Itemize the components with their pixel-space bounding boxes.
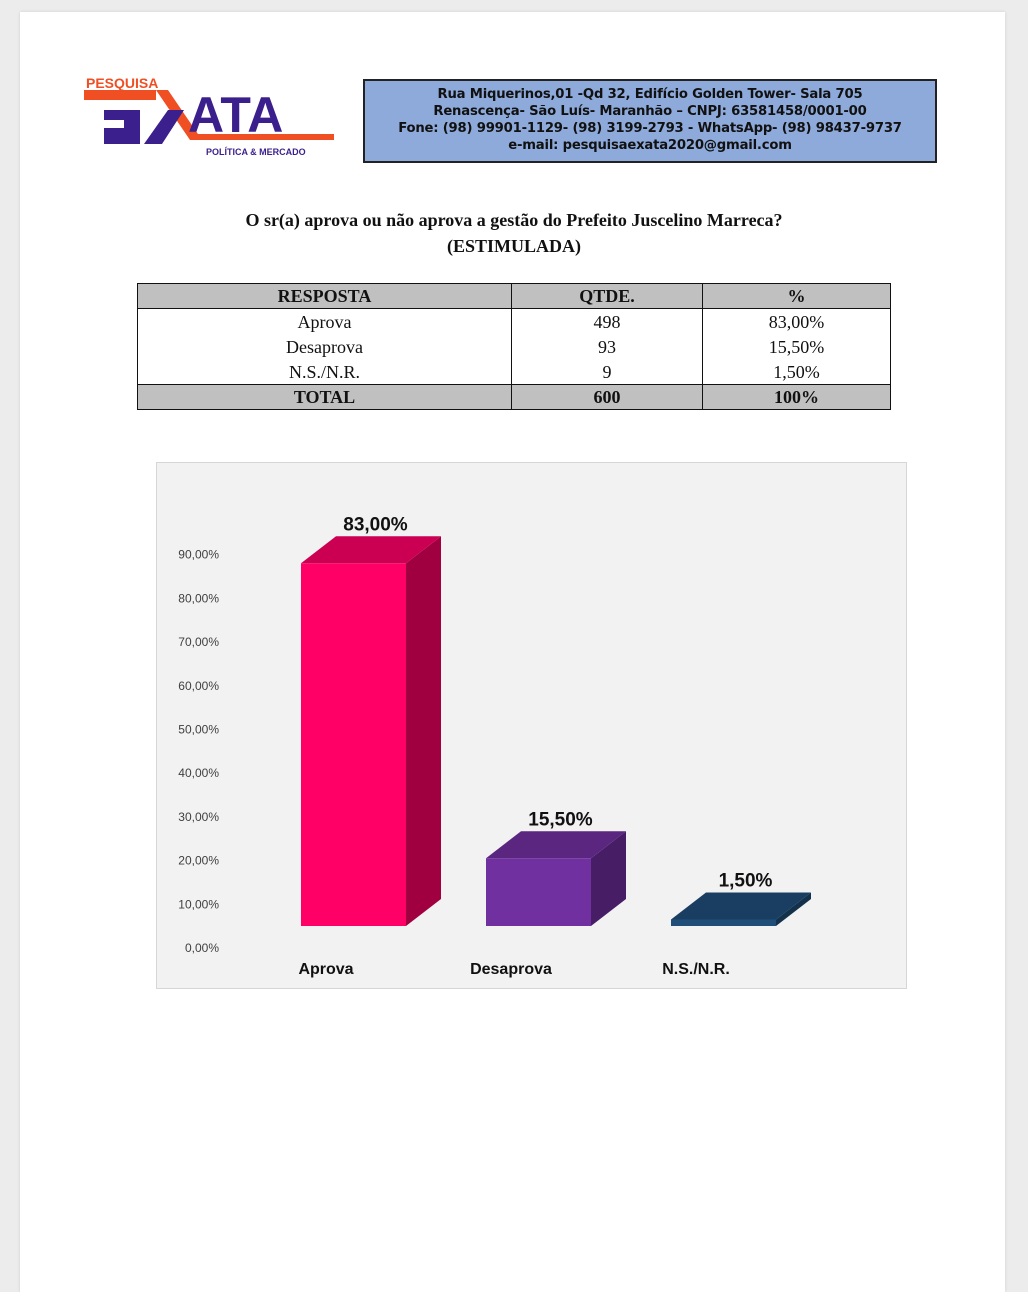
cell-qtde: 93 bbox=[511, 334, 703, 359]
cell-percent: 1,50% bbox=[702, 359, 891, 385]
bar-chart-svg: 0,00% 10,00% 20,00% 30,00% 40,00% 50,00% 60,00… bbox=[178, 514, 811, 978]
total-label: TOTAL bbox=[137, 384, 512, 410]
y-tick-label: 20,00% bbox=[178, 854, 219, 868]
cell-percent: 83,00% bbox=[702, 308, 891, 334]
data-label: 83,00% bbox=[343, 514, 408, 535]
company-info-box: Rua Miquerinos,01 -Qd 32, Edifício Golde… bbox=[363, 79, 937, 163]
x-category-label: Desaprova bbox=[470, 961, 552, 978]
header-percent: % bbox=[702, 283, 891, 309]
y-tick-label: 10,00% bbox=[178, 897, 219, 911]
table-header-row: RESPOSTA QTDE. % bbox=[137, 283, 891, 309]
total-qtde: 600 bbox=[511, 384, 703, 410]
y-tick-label: 40,00% bbox=[178, 766, 219, 780]
phone-line: Fone: (98) 99901-1129- (98) 3199-2793 - … bbox=[398, 121, 902, 136]
x-category-label: Aprova bbox=[298, 961, 353, 978]
y-tick-label: 60,00% bbox=[178, 679, 219, 693]
bar-top bbox=[671, 892, 811, 920]
bar bbox=[301, 563, 406, 926]
bar bbox=[671, 919, 776, 926]
bar-side bbox=[776, 892, 811, 926]
question-subtitle: (ESTIMULADA) bbox=[446, 236, 581, 256]
y-tick-label: 70,00% bbox=[178, 635, 219, 649]
cell-qtde: 9 bbox=[511, 359, 703, 385]
y-tick-label: 50,00% bbox=[178, 723, 219, 737]
bar bbox=[486, 858, 591, 926]
y-tick-label: 80,00% bbox=[178, 591, 219, 605]
cell-percent: 15,50% bbox=[702, 334, 891, 359]
cell-resposta: Desaprova bbox=[137, 334, 512, 359]
address-line: Rua Miquerinos,01 -Qd 32, Edifício Golde… bbox=[437, 87, 863, 102]
logo-main-text: ATA bbox=[188, 87, 283, 143]
total-percent: 100% bbox=[702, 384, 891, 410]
bar-top bbox=[301, 536, 441, 564]
results-table: RESPOSTA QTDE. % Aprova 498 83,00% Desap… bbox=[137, 283, 891, 410]
pesquisa-exata-logo: PESQUISA ATA POLÍTICA & MERCADO bbox=[84, 75, 334, 157]
question-title: O sr(a) aprova ou não aprova a gestão do… bbox=[245, 210, 783, 230]
cell-resposta: Aprova bbox=[137, 308, 512, 334]
table-row: Desaprova 93 15,50% bbox=[137, 334, 891, 359]
bar-side bbox=[406, 536, 441, 926]
cell-qtde: 498 bbox=[511, 308, 703, 334]
logo-sub-text: POLÍTICA & MERCADO bbox=[206, 147, 306, 157]
y-tick-label: 90,00% bbox=[178, 548, 219, 562]
email-line: e-mail: pesquisaexata2020@gmail.com bbox=[508, 138, 792, 153]
x-category-label: N.S./N.R. bbox=[662, 961, 730, 978]
bar-side bbox=[591, 831, 626, 926]
table-row: Aprova 498 83,00% bbox=[137, 308, 891, 334]
header-qtde: QTDE. bbox=[511, 283, 703, 309]
data-label: 15,50% bbox=[528, 809, 593, 830]
data-label: 1,50% bbox=[719, 870, 773, 891]
logo-top-text: PESQUISA bbox=[86, 75, 158, 91]
header-resposta: RESPOSTA bbox=[137, 283, 512, 309]
y-tick-label: 30,00% bbox=[178, 810, 219, 824]
bar-chart: 0,00% 10,00% 20,00% 30,00% 40,00% 50,00% 60,00… bbox=[156, 462, 907, 989]
table-total-row: TOTAL 600 100% bbox=[137, 384, 891, 410]
location-cnpj-line: Renascença- São Luís- Maranhão – CNPJ: 6… bbox=[433, 104, 867, 119]
table-row: N.S./N.R. 9 1,50% bbox=[137, 359, 891, 385]
bar-top bbox=[486, 831, 626, 859]
y-tick-label: 0,00% bbox=[185, 941, 219, 955]
cell-resposta: N.S./N.R. bbox=[137, 359, 512, 385]
